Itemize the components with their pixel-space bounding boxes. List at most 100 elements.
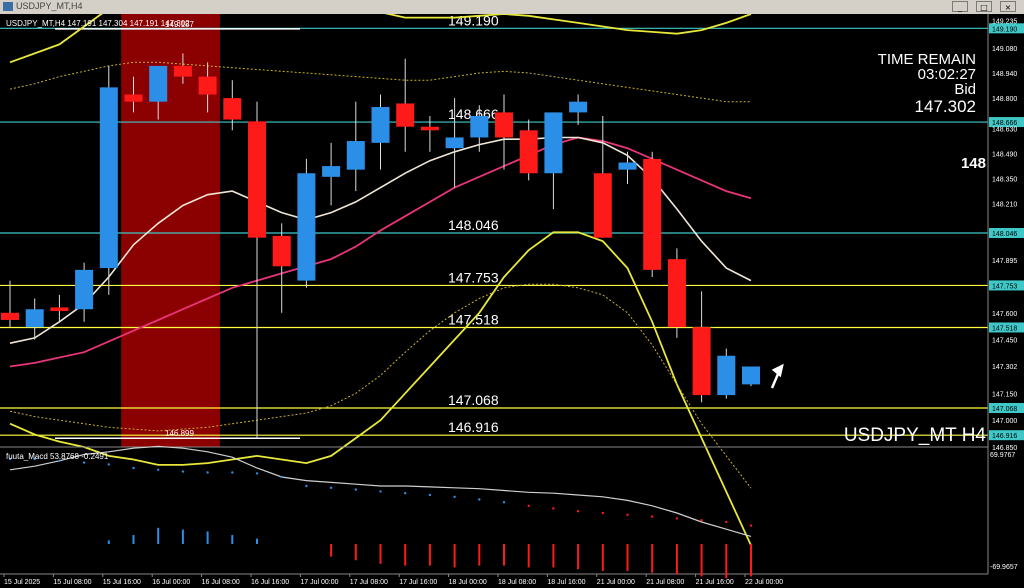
candle-bull: [618, 162, 637, 170]
macd-signal-dot: [206, 471, 209, 474]
price-axis-label: 147.600: [992, 311, 1017, 318]
candle-bear: [519, 130, 538, 174]
candle-bear: [1, 312, 19, 320]
price-axis-label: 147.000: [992, 418, 1017, 425]
time-axis-label: 16 Jul 00:00: [152, 579, 190, 586]
candle-bull: [569, 101, 588, 113]
up-arrow-icon: [770, 363, 784, 389]
price-axis-label: 147.302: [992, 364, 1017, 371]
macd-signal-dot: [8, 457, 12, 461]
macd-signal-dot: [132, 466, 135, 470]
macd-signal-dot: [552, 507, 555, 510]
time-axis-label: 18 Jul 08:00: [498, 579, 536, 586]
band-lower-inner: [9, 283, 752, 489]
macd-scale-bottom: -69.9657: [990, 564, 1018, 571]
bid-label: Bid: [954, 81, 976, 98]
maximize-button[interactable]: □: [976, 1, 992, 12]
macd-signal-dot: [255, 472, 259, 475]
time-axis-label: 17 Jul 00:00: [300, 579, 338, 586]
candle-bull: [371, 107, 390, 143]
price-axis-label: 147.150: [992, 391, 1017, 398]
time-axis-label: 15 Jul 2025: [4, 579, 40, 586]
time-axis-label: 16 Jul 16:00: [251, 579, 289, 586]
chart-window-icon: [3, 2, 13, 11]
candle-bear: [643, 158, 662, 270]
candle-bear: [420, 126, 439, 131]
candle-bear: [198, 76, 217, 95]
macd-signal-dot: [749, 524, 753, 527]
time-axis-label: 16 Jul 08:00: [202, 579, 240, 586]
candle-bear: [173, 65, 192, 77]
candle-bull: [75, 269, 94, 310]
short-level-label: 149.187: [165, 20, 194, 29]
band-lower: [9, 231, 752, 546]
candle-bull: [470, 115, 489, 138]
candle-bull: [99, 87, 118, 269]
candle-bull: [322, 166, 341, 177]
candle-bear: [667, 259, 686, 328]
candle-bear: [124, 94, 143, 102]
price-axis-label: 148.800: [992, 96, 1017, 103]
macd-signal-dot: [379, 490, 382, 493]
macd-signal-dot: [428, 493, 432, 497]
price-axis-label: 149.190: [992, 26, 1017, 33]
price-chart[interactable]: 149.190 148.666 148.046 147.753 147.518 147.0…: [0, 14, 1024, 588]
macd-signal-dot: [700, 519, 703, 522]
macd-signal-dot: [453, 495, 456, 498]
price-axis-label: 148.940: [992, 71, 1017, 78]
window-title: USDJPY_MT,H4: [16, 1, 83, 11]
macd-label: fuuta_Macd 53.8768 -0.2491: [6, 452, 109, 461]
macd-signal-dot: [651, 515, 654, 518]
price-axis-marker: [989, 228, 1024, 239]
price-axis-marker: [989, 322, 1024, 333]
price-axis-label: 147.450: [992, 338, 1017, 345]
macd-signal-dot: [675, 517, 679, 520]
macd-signal-dot: [231, 471, 234, 474]
time-axis-label: 17 Jul 08:00: [350, 579, 388, 586]
short-level-label: 146.899: [165, 429, 194, 438]
symbol-info: USDJPY_MT,H4 147.191 147.304 147.191 147…: [6, 19, 190, 28]
price-axis-label: 148.490: [992, 152, 1017, 159]
time-axis-label: 21 Jul 16:00: [696, 579, 734, 586]
price-axis-label: 149.235: [992, 18, 1017, 25]
time-remain-label: TIME REMAIN: [878, 51, 976, 68]
candle-bull: [717, 355, 736, 396]
macd-signal-dot: [527, 504, 530, 507]
candle-bear: [593, 173, 612, 238]
macd-signal-dot: [576, 510, 580, 513]
candle-bull: [149, 65, 168, 102]
price-axis-label: 147.753: [992, 283, 1017, 290]
price-axis-label: 147.518: [992, 325, 1017, 332]
time-axis-label: 15 Jul 08:00: [53, 579, 91, 586]
time-axis-label: 18 Jul 00:00: [449, 579, 487, 586]
price-axis-label: 148.210: [992, 202, 1017, 209]
big-price-number: 148: [961, 155, 986, 172]
window-titlebar: USDJPY_MT,H4 _ □ ×: [0, 0, 1024, 15]
macd-signal-dot: [404, 492, 407, 495]
candle-bull: [346, 141, 365, 170]
minimize-button[interactable]: _: [952, 1, 968, 12]
price-axis-label: 148.666: [992, 120, 1017, 127]
macd-signal-dot: [157, 468, 160, 471]
time-axis-label: 21 Jul 00:00: [597, 579, 635, 586]
macd-signal-dot: [626, 513, 629, 516]
time-axis-label: 15 Jul 16:00: [103, 579, 141, 586]
macd-signal-dot: [181, 470, 185, 473]
time-axis-label: 17 Jul 16:00: [399, 579, 437, 586]
macd-signal-dot: [329, 486, 333, 489]
level-label: 148.046: [448, 217, 499, 233]
candle-bull: [297, 173, 316, 281]
macd-signal-dot: [82, 461, 86, 464]
price-axis-marker: [989, 117, 1024, 128]
candle-bear: [692, 327, 711, 396]
macd-signal-dot: [502, 501, 506, 504]
bid-value: 147.302: [915, 97, 976, 116]
level-label: 146.916: [448, 419, 499, 435]
price-axis-label: 147.895: [992, 258, 1017, 265]
symbol-watermark: USDJPY_MT H4: [844, 425, 987, 446]
time-axis-label: 18 Jul 16:00: [547, 579, 585, 586]
level-label: 147.753: [448, 269, 499, 285]
close-button[interactable]: ×: [1000, 1, 1016, 12]
time-remain-value: 03:02:27: [918, 66, 976, 83]
candle-bear: [248, 121, 266, 238]
